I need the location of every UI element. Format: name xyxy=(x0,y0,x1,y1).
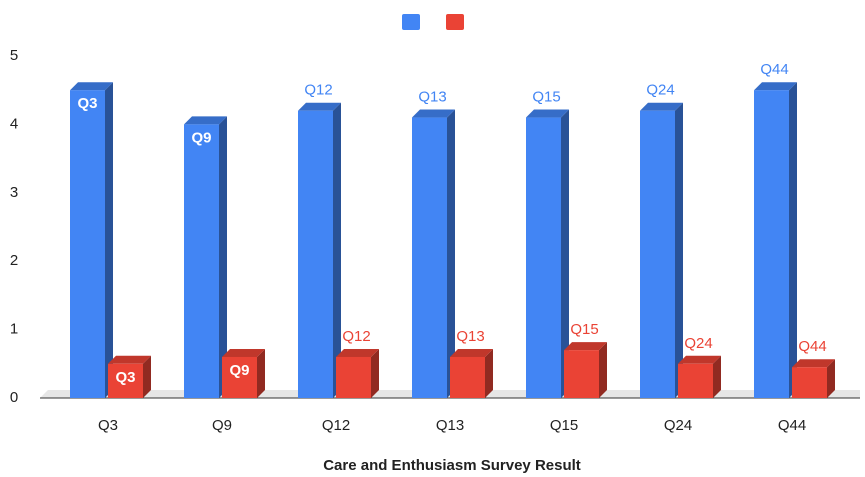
data-label: Q3 xyxy=(77,95,97,112)
y-tick-label: 0 xyxy=(10,389,18,406)
x-tick-label: Q3 xyxy=(98,417,118,434)
bar-top xyxy=(450,348,493,357)
bar-side xyxy=(485,348,493,398)
bar xyxy=(298,110,333,398)
y-tick-label: 5 xyxy=(10,47,18,64)
bar-side xyxy=(827,359,835,398)
bar xyxy=(450,356,485,398)
x-tick-label: Q9 xyxy=(212,417,232,434)
bar-top xyxy=(108,355,151,364)
bar xyxy=(108,363,143,398)
data-label: Q13 xyxy=(456,328,484,345)
y-tick-label: 2 xyxy=(10,252,18,269)
bar-side xyxy=(713,355,721,398)
chart-title: Care and Enthusiasm Survey Result xyxy=(323,457,581,474)
bar-side xyxy=(675,102,683,398)
bar-side xyxy=(371,348,379,398)
bar-top xyxy=(298,102,341,111)
data-label: Q15 xyxy=(570,321,598,338)
data-label: Q13 xyxy=(418,89,446,106)
x-tick-label: Q44 xyxy=(778,417,806,434)
bar-side xyxy=(105,82,113,398)
bar xyxy=(70,90,105,398)
x-tick-label: Q24 xyxy=(664,417,692,434)
data-label: Q9 xyxy=(191,129,211,146)
bar-side xyxy=(257,348,265,398)
bar xyxy=(792,367,827,398)
bar xyxy=(678,363,713,398)
bar-side xyxy=(599,342,607,398)
bar xyxy=(336,356,371,398)
y-tick-label: 1 xyxy=(10,321,18,338)
bar-top xyxy=(412,109,455,118)
x-tick-label: Q15 xyxy=(550,417,578,434)
bar-side xyxy=(143,355,151,398)
data-label: Q12 xyxy=(342,328,370,345)
bar xyxy=(222,356,257,398)
bar-side xyxy=(789,82,797,398)
y-tick-label: 3 xyxy=(10,184,18,201)
y-tick-label: 4 xyxy=(10,115,18,132)
bar-side xyxy=(561,109,569,398)
legend-swatch xyxy=(446,14,464,30)
bar xyxy=(184,124,219,399)
data-label: Q9 xyxy=(229,362,249,379)
bar xyxy=(564,350,599,398)
bar-top xyxy=(222,348,265,357)
data-label: Q44 xyxy=(760,61,788,78)
bar-top xyxy=(526,109,569,118)
bar-top xyxy=(336,348,379,357)
bar-top xyxy=(678,355,721,364)
bar-top xyxy=(754,82,797,91)
bar-top xyxy=(564,342,607,351)
x-tick-label: Q12 xyxy=(322,417,350,434)
data-label: Q44 xyxy=(798,338,826,355)
bar-side xyxy=(333,102,341,398)
bar-top xyxy=(640,102,683,111)
data-label: Q24 xyxy=(646,82,674,99)
bar-side xyxy=(219,116,227,399)
bar xyxy=(526,117,561,398)
data-label: Q24 xyxy=(684,335,712,352)
bar xyxy=(754,90,789,398)
data-label: Q3 xyxy=(115,369,135,386)
bar-side xyxy=(447,109,455,398)
bar xyxy=(412,117,447,398)
x-tick-label: Q13 xyxy=(436,417,464,434)
bar-top xyxy=(184,116,227,125)
data-label: Q15 xyxy=(532,89,560,106)
bar xyxy=(640,110,675,398)
bar-top xyxy=(792,359,835,368)
data-label: Q12 xyxy=(304,82,332,99)
bar-top xyxy=(70,82,113,91)
legend-swatch xyxy=(402,14,420,30)
